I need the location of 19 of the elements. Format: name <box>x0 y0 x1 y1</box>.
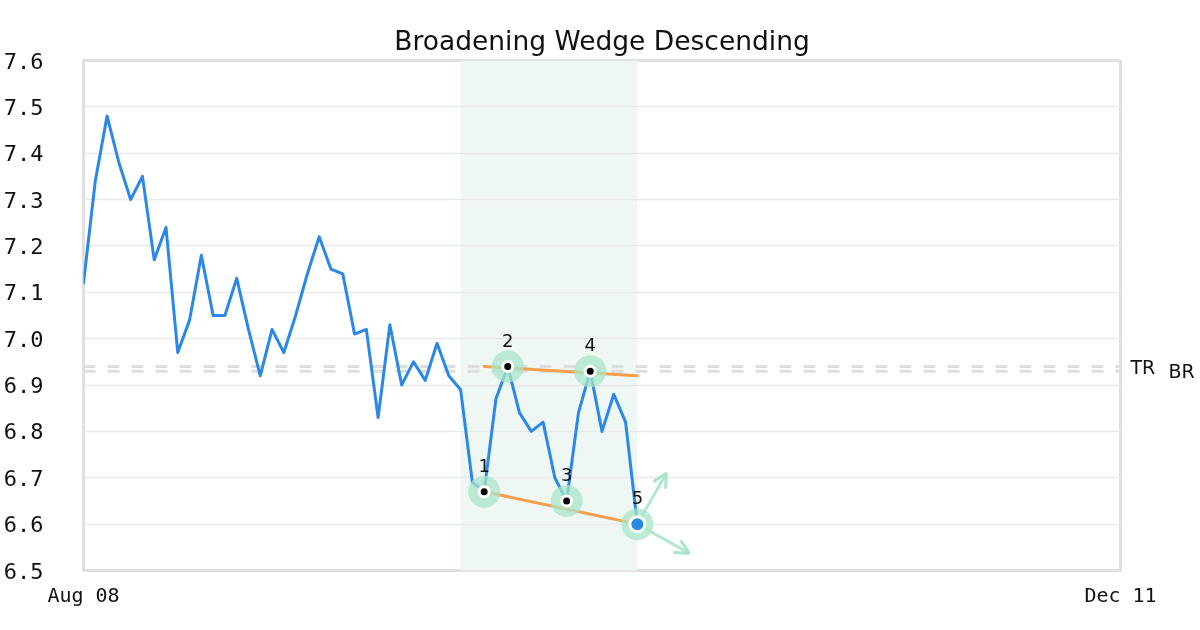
y-tick-label: 7.6 <box>3 48 44 74</box>
x-tick-label: Aug 08 <box>47 582 120 607</box>
chart-title: Broadening Wedge Descending <box>394 24 810 56</box>
y-tick-label: 6.6 <box>3 512 44 538</box>
y-tick-label: 6.7 <box>3 465 44 491</box>
y-tick-label: 7.3 <box>3 187 44 213</box>
x-tick-label: Dec 11 <box>1084 582 1157 607</box>
ref-line-label: TR <box>1129 355 1156 378</box>
y-tick-label: 7.0 <box>3 326 44 352</box>
y-tick-label: 6.8 <box>3 419 44 445</box>
y-tick-label: 7.1 <box>3 280 44 306</box>
y-tick-label: 7.5 <box>3 94 44 120</box>
y-tick-label: 6.5 <box>3 558 44 584</box>
y-tick-label: 7.4 <box>3 141 44 167</box>
ref-line-label: BR <box>1168 360 1195 383</box>
y-tick-label: 7.2 <box>3 233 44 259</box>
annotation: 2 <box>502 329 514 351</box>
y-tick-label: 6.9 <box>3 373 44 399</box>
annotation: 4 <box>584 334 596 356</box>
